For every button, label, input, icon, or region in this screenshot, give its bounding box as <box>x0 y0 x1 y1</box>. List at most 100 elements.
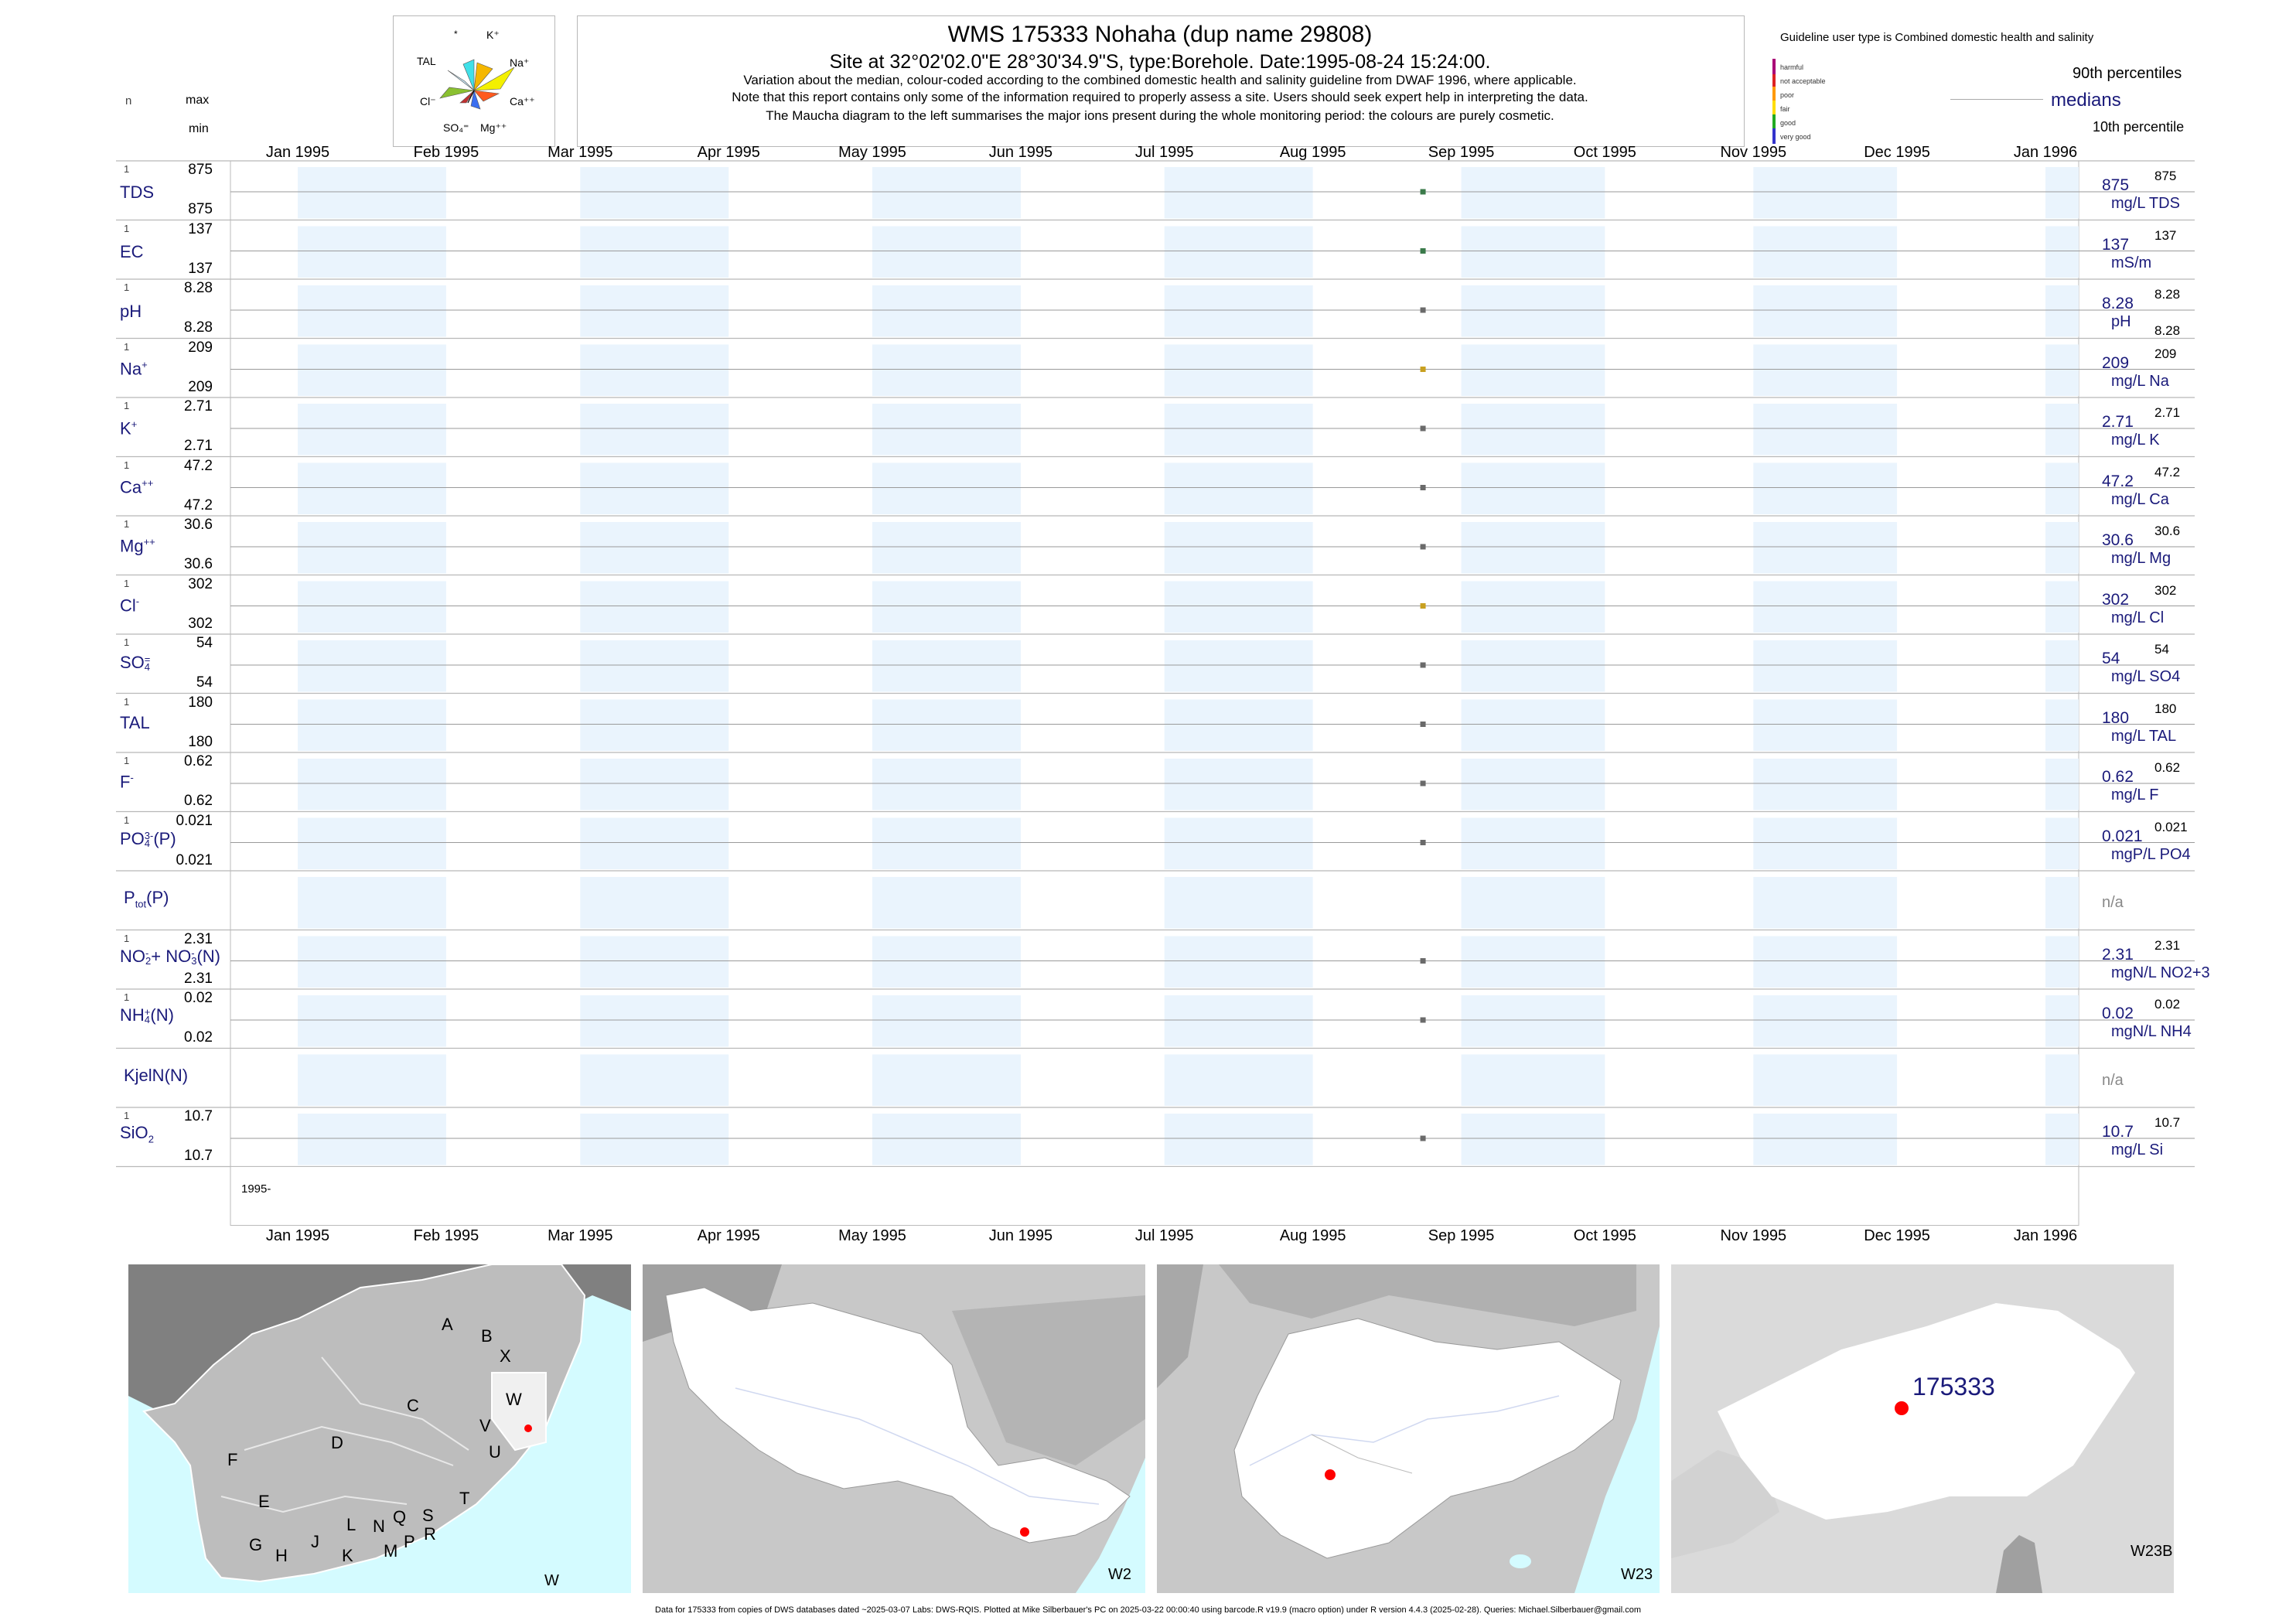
min-value-na: 209 <box>188 378 213 395</box>
unit-no3: mgN/L NO2+3 <box>2111 964 2210 981</box>
month-band <box>298 640 446 692</box>
median-value-k: 2.71 <box>2102 413 2134 431</box>
month-band <box>1753 759 1898 810</box>
month-band <box>1164 344 1313 396</box>
month-band <box>872 462 1021 514</box>
month-band <box>2045 1054 2079 1106</box>
map-w-label: W <box>544 1572 559 1589</box>
label-ptot: Ptot(P) <box>124 888 169 910</box>
maucha-label-cl: Cl⁻ <box>420 95 436 107</box>
n-count-sio2: 1 <box>124 1110 130 1121</box>
guideline-color-bar <box>1772 59 1776 144</box>
footer-note: Data for 175333 from copies of DWS datab… <box>655 1605 1641 1615</box>
median-value-ca: 47.2 <box>2102 472 2134 490</box>
month-band <box>580 640 729 692</box>
unit-tds: mg/L TDS <box>2111 195 2180 212</box>
data-point-ca <box>1420 485 1426 490</box>
data-point-f <box>1420 780 1426 786</box>
month-band <box>1753 167 1898 219</box>
min-value-tal: 180 <box>188 733 213 750</box>
median-value-ph: 8.28 <box>2102 295 2134 312</box>
p90-value-so4: 54 <box>2154 642 2169 657</box>
month-band <box>872 404 1021 455</box>
min-value-so4: 54 <box>196 674 213 691</box>
map-w23-subcatchment: W23 <box>1157 1264 1660 1593</box>
label-ph: pH <box>120 302 142 321</box>
month-label: Mar 1995 <box>548 1227 613 1244</box>
n-count-ca: 1 <box>124 459 130 471</box>
month-band <box>580 285 729 337</box>
month-band <box>1461 877 1605 929</box>
unit-ec: mS/m <box>2111 254 2152 271</box>
month-band <box>298 404 446 455</box>
max-value-tal: 180 <box>188 694 213 711</box>
maucha-label-mg: Mg⁺⁺ <box>480 121 507 134</box>
p90-value-sio2: 10.7 <box>2154 1115 2181 1130</box>
month-band <box>1164 167 1313 219</box>
month-band <box>1753 699 1898 751</box>
data-point-ec <box>1420 248 1426 254</box>
month-band <box>1461 522 1605 574</box>
month-band <box>298 877 446 929</box>
n-count-nh4: 1 <box>124 991 130 1003</box>
max-value-cl: 302 <box>188 575 213 592</box>
month-band <box>872 640 1021 692</box>
label-po4: PO 3- 4 (P) <box>120 829 176 850</box>
map-w23b-label: W23B <box>2131 1543 2173 1560</box>
min-header: min <box>189 122 209 135</box>
unit-k: mg/L K <box>2111 432 2160 449</box>
medians-label: medians <box>2051 90 2121 111</box>
month-band <box>1753 344 1898 396</box>
month-band <box>1461 1054 1605 1106</box>
month-band <box>580 404 729 455</box>
month-band <box>580 759 729 810</box>
month-band <box>1461 167 1605 219</box>
maucha-glyph <box>439 59 515 110</box>
min-value-sio2: 10.7 <box>184 1148 213 1164</box>
min-value-mg: 30.6 <box>184 556 213 572</box>
min-value-nh4: 0.02 <box>184 1029 213 1046</box>
month-band <box>2045 817 2079 869</box>
data-point-tds <box>1420 189 1426 195</box>
month-band <box>1164 462 1313 514</box>
max-value-nh4: 0.02 <box>184 990 213 1006</box>
min-value-f: 0.62 <box>184 793 213 809</box>
month-band <box>1164 1054 1313 1106</box>
month-band <box>1753 404 1898 455</box>
year-strip <box>230 1166 2079 1226</box>
month-band <box>2045 522 2079 574</box>
month-label: Dec 1995 <box>1864 144 1930 161</box>
site-marker-w23b <box>1895 1401 1909 1415</box>
month-band <box>872 699 1021 751</box>
month-band <box>872 167 1021 219</box>
month-band <box>872 344 1021 396</box>
median-value-mg: 30.6 <box>2102 531 2134 549</box>
month-band <box>580 936 729 988</box>
n-count-no3: 1 <box>124 932 130 944</box>
month-band <box>1461 1114 1605 1165</box>
median-value-tal: 180 <box>2102 708 2130 727</box>
month-band <box>298 817 446 869</box>
month-band <box>298 1054 446 1106</box>
month-band <box>580 344 729 396</box>
month-band <box>872 1114 1021 1165</box>
data-point-mg <box>1420 544 1426 550</box>
p90-value-no3: 2.31 <box>2154 937 2181 953</box>
max-value-k: 2.71 <box>184 398 213 415</box>
month-label: Jun 1995 <box>988 1227 1053 1244</box>
p90-value-tal: 180 <box>2154 701 2177 716</box>
month-band <box>580 995 729 1047</box>
min-value-ca: 47.2 <box>184 496 213 513</box>
month-band <box>1461 462 1605 514</box>
site-marker-w23 <box>1325 1469 1336 1480</box>
n-count-tds: 1 <box>124 163 130 175</box>
month-band <box>2045 581 2079 633</box>
median-value-na: 209 <box>2102 353 2130 372</box>
p90-value-mg: 30.6 <box>2154 524 2181 538</box>
max-value-ca: 47.2 <box>184 457 213 474</box>
month-band <box>2045 640 2079 692</box>
map-w-region: A B X W C V D U F T E L N Q S G H J K M … <box>128 1264 631 1593</box>
median-value-tds: 875 <box>2102 176 2130 194</box>
level-good: good <box>1780 119 1796 127</box>
min-value-po4: 0.021 <box>176 851 213 868</box>
